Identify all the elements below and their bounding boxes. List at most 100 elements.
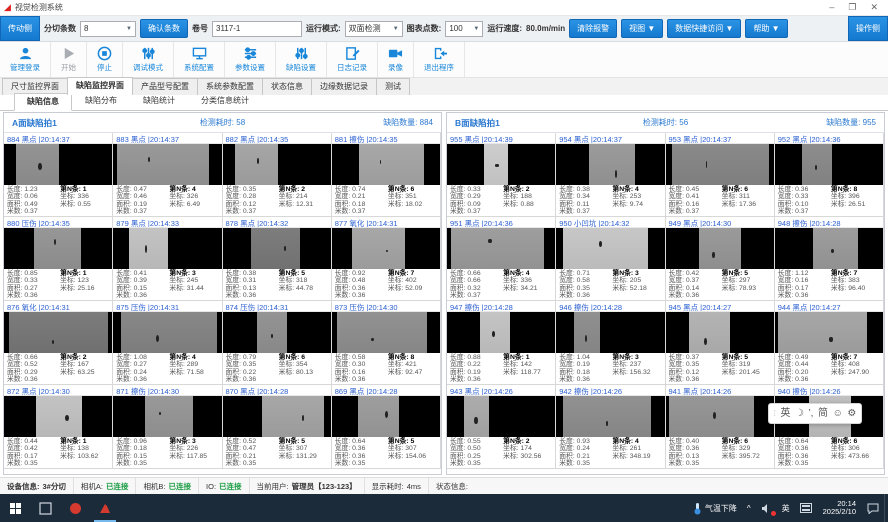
- main-tab-5[interactable]: 边缘数据记录: [311, 78, 377, 95]
- toolbar-button-exit[interactable]: 退出程序: [414, 42, 465, 77]
- slit-count-select[interactable]: 8 ▼: [80, 20, 136, 37]
- ime-moon-icon[interactable]: ☽: [794, 407, 804, 419]
- ime-emoji-icon[interactable]: ☺: [832, 407, 843, 419]
- ime-drag-handle[interactable]: ⁞: [773, 408, 776, 418]
- toolbar-button-params[interactable]: 参数设置: [225, 42, 276, 77]
- defect-cell[interactable]: 946 擦伤 |20:14:28 长度: 1.04 宽度: 0.19 面积: 0…: [556, 301, 666, 385]
- defect-cell[interactable]: 872 黑点 |20:14:30 长度: 0.44 宽度: 0.42 面积: 0…: [4, 385, 114, 469]
- tray-chevron-icon[interactable]: ^: [746, 503, 751, 513]
- start-button[interactable]: [0, 494, 30, 522]
- defect-cell[interactable]: 953 黑点 |20:14:37 长度: 0.45 宽度: 0.41 面积: 0…: [665, 133, 775, 217]
- close-button[interactable]: ✕: [870, 2, 878, 12]
- defect-cell[interactable]: 940 擦伤 |20:14:26 长度: 0.64 宽度: 0.36 面积: 0…: [774, 385, 884, 469]
- minimize-button[interactable]: –: [829, 2, 835, 12]
- roll-number-input[interactable]: 3117-1: [212, 20, 302, 37]
- defect-cell[interactable]: 873 压伤 |20:14:30 长度: 0.58 宽度: 0.30 面积: 0…: [331, 301, 441, 385]
- defect-mark: [705, 161, 708, 168]
- defect-cell[interactable]: 942 擦伤 |20:14:26 长度: 0.93 宽度: 0.24 面积: 0…: [556, 385, 666, 469]
- toolbar-button-play[interactable]: 开始: [51, 42, 87, 77]
- defect-image: [113, 144, 222, 185]
- defect-cell[interactable]: 875 压伤 |20:14:31 长度: 1.08 宽度: 0.27 面积: 0…: [113, 301, 223, 385]
- width-field: 宽度: 0.52: [7, 361, 38, 369]
- toolbar-button-monitor[interactable]: 系统配置: [174, 42, 225, 77]
- weather-widget[interactable]: 气温下降: [688, 494, 742, 522]
- help-menu-button[interactable]: 帮助 ▼: [745, 19, 788, 38]
- run-mode-select[interactable]: 双面检测 ▼: [344, 20, 403, 37]
- defect-cell[interactable]: 874 压伤 |20:14:31 长度: 0.79 宽度: 0.35 面积: 0…: [222, 301, 332, 385]
- ime-keyboard-icon[interactable]: [795, 494, 817, 522]
- defect-cell[interactable]: 881 擦伤 |20:14:35 长度: 0.74 宽度: 0.21 面积: 0…: [331, 133, 441, 217]
- defect-mark: [495, 164, 500, 167]
- defect-cell[interactable]: 943 黑点 |20:14:26 长度: 0.55 宽度: 0.50 面积: 0…: [447, 385, 557, 469]
- user-icon: [18, 46, 33, 61]
- toolbar-button-stop[interactable]: 停止: [87, 42, 123, 77]
- confirm-count-button[interactable]: 确认条数: [140, 19, 188, 38]
- task-view-button[interactable]: [30, 494, 60, 522]
- toolbar-button-camera[interactable]: 录像: [378, 42, 414, 77]
- defect-cell[interactable]: 876 氧化 |20:14:31 长度: 0.66 宽度: 0.52 面积: 0…: [4, 301, 114, 385]
- view-menu-button[interactable]: 视图 ▼: [621, 19, 664, 38]
- data-quick-access-button[interactable]: 数据快捷访问 ▼: [667, 19, 742, 38]
- toolbar-button-log[interactable]: 日志记录: [327, 42, 378, 77]
- main-tab-6[interactable]: 测试: [376, 78, 410, 95]
- defect-cell[interactable]: 870 黑点 |20:14:28 长度: 0.52 宽度: 0.47 面积: 0…: [222, 385, 332, 469]
- defect-cell[interactable]: 952 黑点 |20:14:36 长度: 0.36 宽度: 0.33 面积: 0…: [774, 133, 884, 217]
- defect-cell[interactable]: 871 擦伤 |20:14:30 长度: 0.96 宽度: 0.18 面积: 0…: [113, 385, 223, 469]
- show-desktop-button[interactable]: [884, 494, 888, 522]
- defect-cell[interactable]: 944 黑点 |20:14:27 长度: 0.49 宽度: 0.44 面积: 0…: [774, 301, 884, 385]
- drive-side-button[interactable]: 传动侧: [0, 16, 40, 41]
- defect-cell[interactable]: 951 黑点 |20:14:36 长度: 0.66 宽度: 0.66 面积: 0…: [447, 217, 557, 301]
- maximize-button[interactable]: ❐: [848, 2, 857, 12]
- defect-cell[interactable]: 947 擦伤 |20:14:28 长度: 0.88 宽度: 0.22 面积: 0…: [447, 301, 557, 385]
- toolbar-button-label: 录像: [388, 63, 403, 72]
- coordinate-field: 坐标: 174: [503, 445, 532, 453]
- sub-tab-2[interactable]: 缺陷统计: [143, 96, 175, 105]
- defect-cell[interactable]: 954 黑点 |20:14:37 长度: 0.38 宽度: 0.34 面积: 0…: [556, 133, 666, 217]
- width-field: 宽度: 0.21: [334, 193, 366, 201]
- current-user-label: 当前用户:: [256, 481, 289, 491]
- defect-cell[interactable]: 955 黑点 |20:14:39 长度: 0.33 宽度: 0.29 面积: 0…: [447, 133, 557, 217]
- ime-lang-toggle[interactable]: 英: [780, 407, 791, 419]
- defect-cell[interactable]: 945 黑点 |20:14:27 长度: 0.37 宽度: 0.35 面积: 0…: [665, 301, 775, 385]
- meter-mark-field: 米标: 9.74: [612, 200, 644, 208]
- taskbar-clock[interactable]: 20:14 2025/2/10: [817, 499, 862, 517]
- ime-punctuation-toggle[interactable]: ’,: [808, 407, 814, 419]
- defect-cell[interactable]: 880 压伤 |20:14:35 长度: 0.85 宽度: 0.33 面积: 0…: [4, 217, 114, 301]
- ime-simplified-toggle[interactable]: 简: [818, 407, 829, 419]
- strip-number-field: 第N条: 6: [721, 438, 749, 445]
- defect-cell[interactable]: 884 黑点 |20:14:37 长度: 1.23 宽度: 0.06 面积: 0…: [4, 133, 114, 217]
- taskbar-inspection-app-icon[interactable]: [90, 494, 120, 522]
- meter-field: 米数: 0.37: [668, 208, 700, 216]
- metal-strip: [698, 228, 741, 269]
- defect-cell[interactable]: 879 黑点 |20:14:33 长度: 0.41 宽度: 0.39 面积: 0…: [113, 217, 223, 301]
- action-center-icon[interactable]: [862, 494, 884, 522]
- sub-tab-1[interactable]: 缺陷分布: [85, 96, 117, 105]
- main-tab-4[interactable]: 状态信息: [262, 78, 312, 95]
- taskbar-app-red-icon[interactable]: [60, 494, 90, 522]
- defect-cell[interactable]: 883 黑点 |20:14:37 长度: 0.47 宽度: 0.46 面积: 0…: [113, 133, 223, 217]
- defect-cell[interactable]: 950 小凹坑 |20:14:32 长度: 0.71 宽度: 0.58 面积: …: [556, 217, 666, 301]
- defect-cell[interactable]: 878 黑点 |20:14:32 长度: 0.38 宽度: 0.31 面积: 0…: [222, 217, 332, 301]
- defect-image: [665, 396, 774, 437]
- defect-cell[interactable]: 949 黑点 |20:14:30 长度: 0.42 宽度: 0.37 面积: 0…: [665, 217, 775, 301]
- defect-cell[interactable]: 877 氧化 |20:14:31 长度: 0.92 宽度: 0.48 面积: 0…: [331, 217, 441, 301]
- ime-language-indicator[interactable]: 英: [781, 503, 790, 513]
- clear-alarm-button[interactable]: 清除报警: [569, 19, 618, 38]
- toolbar-button-debug[interactable]: 调试模式: [123, 42, 174, 77]
- defect-cell[interactable]: 882 黑点 |20:14:35 长度: 0.35 宽度: 0.28 面积: 0…: [222, 133, 332, 217]
- toolbar-button-defect[interactable]: 缺陷设置: [276, 42, 327, 77]
- sub-tab-3[interactable]: 分类信息统计: [201, 96, 249, 105]
- defect-cell[interactable]: 869 黑点 |20:14:28 长度: 0.64 宽度: 0.36 面积: 0…: [331, 385, 441, 469]
- length-field: 长度: 0.33: [450, 186, 481, 193]
- defect-cell[interactable]: 941 黑点 |20:14:26 长度: 0.40 宽度: 0.36 面积: 0…: [665, 385, 775, 469]
- sub-tab-0[interactable]: 缺陷信息: [14, 93, 72, 111]
- chart-points-select[interactable]: 100 ▼: [445, 20, 484, 37]
- toolbar-button-user[interactable]: 管理登录: [0, 42, 51, 77]
- defect-cell[interactable]: 948 擦伤 |20:14:28 长度: 1.12 宽度: 0.16 面积: 0…: [774, 217, 884, 301]
- toolbar-button-label: 退出程序: [424, 63, 454, 72]
- coordinate-field: 坐标: 245: [169, 277, 199, 285]
- operate-side-button[interactable]: 操作侧: [848, 16, 888, 41]
- volume-icon[interactable]: [756, 494, 777, 522]
- main-tab-1[interactable]: 缺陷监控界面: [67, 77, 133, 95]
- ime-settings-gear-icon[interactable]: ⚙: [847, 407, 857, 419]
